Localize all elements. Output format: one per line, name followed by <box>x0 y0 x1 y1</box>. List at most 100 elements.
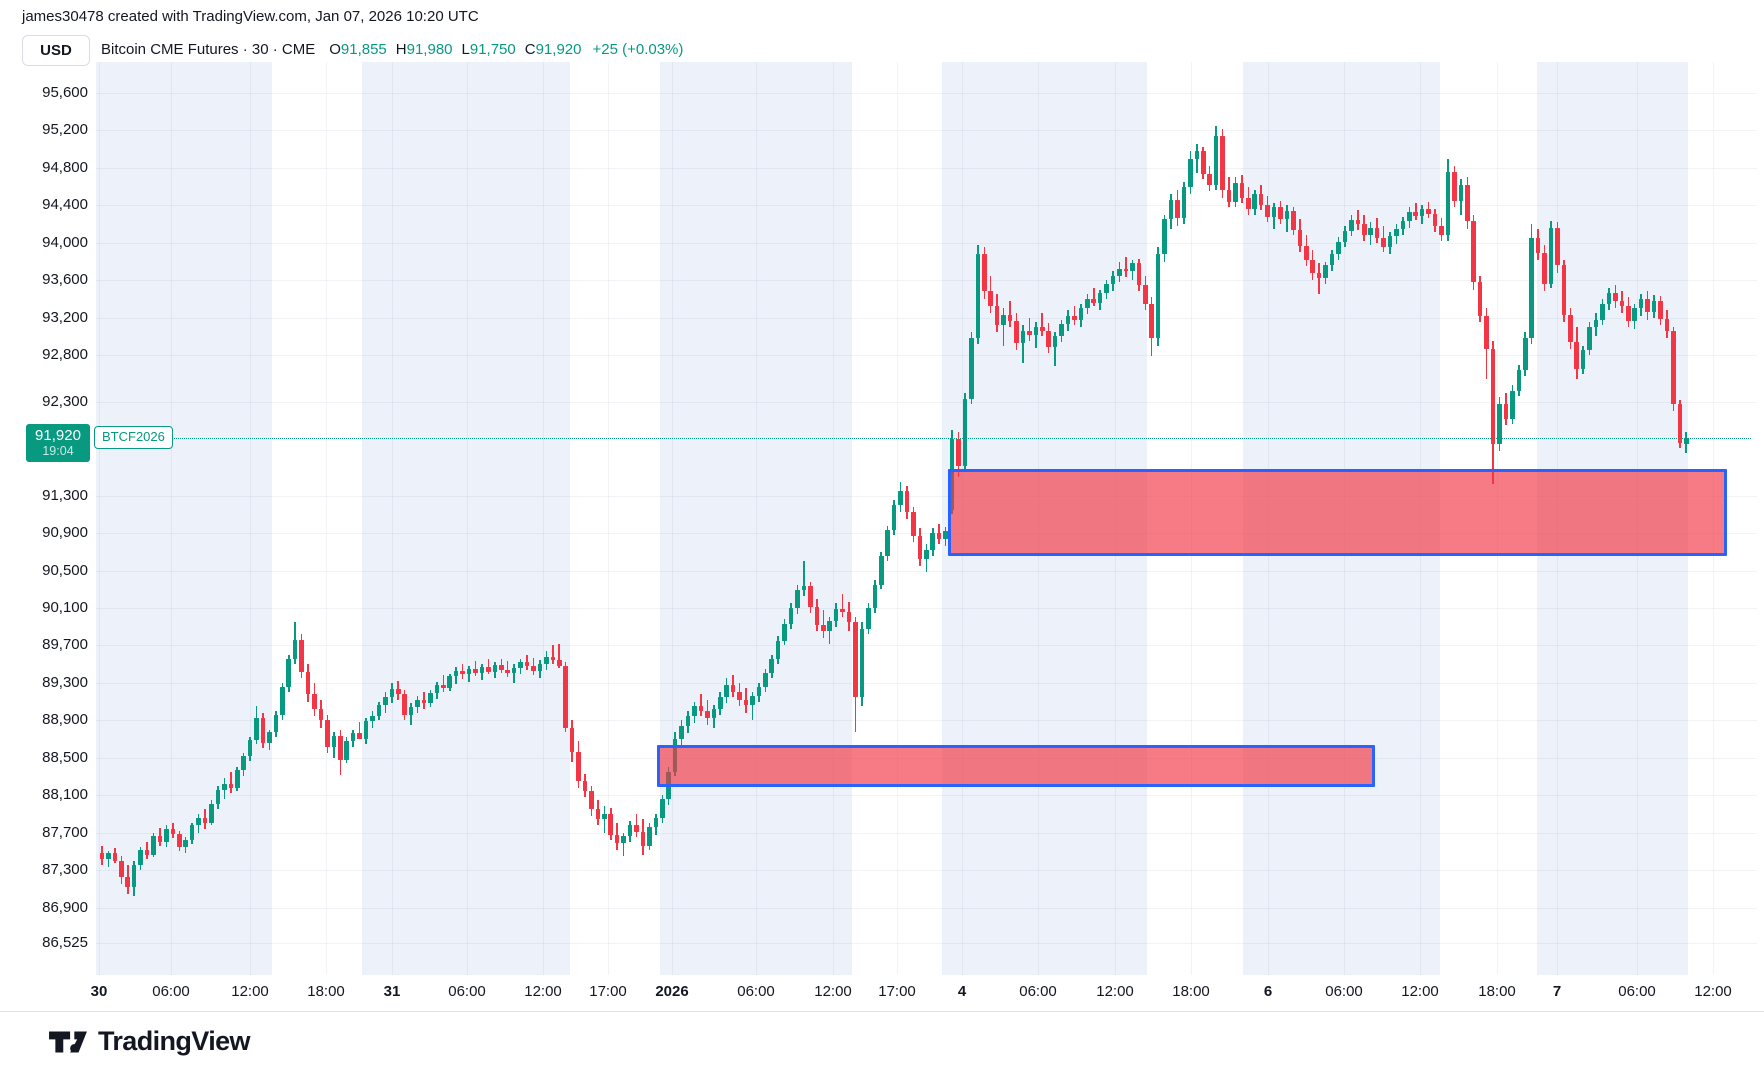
candle-body-down <box>1374 227 1380 239</box>
candle-body-up <box>602 813 607 819</box>
symbol-info-bar[interactable]: Bitcoin CME Futures · 30 · CME O91,855 H… <box>101 35 683 64</box>
candle-body-up <box>1213 136 1219 185</box>
candle-body-up <box>151 836 156 856</box>
candle-body-up <box>222 783 227 790</box>
horizontal-gridline <box>96 533 1757 535</box>
candle-body-down <box>1136 263 1142 285</box>
candle-body-down <box>705 710 710 719</box>
time-axis-label: 18:00 <box>307 983 345 1000</box>
candle-body-down <box>1464 184 1470 222</box>
candle-body-down <box>1413 211 1419 216</box>
currency-button[interactable]: USD <box>22 35 90 66</box>
candle-body-up <box>447 676 453 688</box>
time-axis-label: 12:00 <box>524 983 562 1000</box>
candle-body-up <box>1336 241 1341 255</box>
candle-body-down <box>1303 245 1309 260</box>
candle-body-up <box>1497 403 1502 445</box>
candle-body-up <box>1194 151 1200 159</box>
candle-body-up <box>1400 221 1406 229</box>
candle-body-down <box>1149 303 1154 339</box>
candle-body-up <box>685 715 691 726</box>
candle-body-down <box>1658 300 1663 319</box>
time-axis-label: 18:00 <box>1478 983 1516 1000</box>
supply-zone-lower[interactable] <box>657 744 1375 787</box>
horizontal-gridline <box>96 401 1757 403</box>
candle-body-up <box>878 556 884 585</box>
horizontal-gridline <box>96 355 1757 357</box>
time-axis-label: 18:00 <box>1172 983 1210 1000</box>
candle-body-down <box>1619 300 1625 307</box>
horizontal-gridline <box>96 607 1757 609</box>
candle-body-down <box>1613 293 1618 301</box>
candle-body-down <box>730 684 736 693</box>
candle-body-up <box>183 840 188 847</box>
price-axis-label: 89,700 <box>42 636 88 654</box>
candle-body-up <box>1104 284 1109 294</box>
candle-body-down <box>1246 197 1251 210</box>
candle-body-down <box>473 668 478 674</box>
price-axis-label: 92,800 <box>42 346 88 364</box>
candle-body-up <box>234 769 240 788</box>
supply-zone-upper[interactable] <box>948 469 1727 556</box>
price-axis-label: 92,300 <box>42 392 88 410</box>
candle-wick-down <box>1357 210 1359 230</box>
time-axis-label: 12:00 <box>1096 983 1134 1000</box>
tradingview-logo[interactable]: TradingView <box>48 1026 251 1057</box>
time-axis-label: 12:00 <box>1694 983 1732 1000</box>
candle-body-up <box>1606 293 1612 304</box>
candle-body-down <box>1471 221 1476 283</box>
candle-body-down <box>144 849 150 856</box>
price-axis-label: 95,200 <box>42 121 88 139</box>
ohlc-high: H91,980 <box>395 41 453 58</box>
candle-body-down <box>1142 284 1148 304</box>
tradingview-logo-text: TradingView <box>98 1026 251 1056</box>
time-axis-label: 2026 <box>655 983 689 1000</box>
chart-canvas[interactable] <box>96 62 1757 975</box>
candle-body-up <box>428 693 433 704</box>
candle-body-up <box>1117 269 1122 276</box>
price-axis-label: 95,600 <box>42 84 88 101</box>
vertical-gridline <box>672 62 673 975</box>
candle-body-up <box>1233 182 1238 202</box>
candle-body-up <box>189 825 195 841</box>
vertical-gridline <box>608 62 609 975</box>
candle-body-up <box>1181 186 1187 219</box>
candle-body-up <box>1065 315 1071 325</box>
candle-body-up <box>930 533 936 550</box>
candle-body-down <box>1072 315 1077 320</box>
candle-body-up <box>466 668 472 675</box>
candle-body-down <box>1123 269 1129 271</box>
candle-body-down <box>911 512 916 536</box>
candle-body-down <box>917 535 923 560</box>
candle-body-down <box>904 490 910 513</box>
candle-body-up <box>1162 219 1167 255</box>
attribution-text: james30478 created with TradingView.com,… <box>22 8 479 25</box>
vertical-gridline <box>326 62 327 975</box>
candle-body-up <box>659 798 665 818</box>
candle-body-up <box>344 740 349 760</box>
candle-body-up <box>138 849 143 866</box>
price-axis-label: 87,700 <box>42 823 88 841</box>
candle-body-down <box>157 836 163 843</box>
candle-body-up <box>1529 238 1534 339</box>
candle-body-down <box>1439 225 1444 236</box>
time-axis[interactable]: 30 06:00 12:00 18:00 31 06:00 12:00 17:00 2026 06… <box>91 975 1757 1008</box>
candle-body-up <box>479 666 485 674</box>
candle-body-up <box>827 621 832 632</box>
time-axis-label: 12:00 <box>231 983 269 1000</box>
candle-body-down <box>994 306 1000 326</box>
candle-wick-down <box>1125 256 1127 277</box>
candle-body-down <box>299 639 304 672</box>
candle-body-down <box>956 439 961 466</box>
candle-body-down <box>1677 403 1683 444</box>
candle-body-down <box>1625 306 1631 321</box>
candle-body-down <box>1361 224 1367 236</box>
vertical-gridline <box>833 62 834 975</box>
candle-body-down <box>814 607 820 625</box>
price-axis[interactable]: 95,600 95,200 94,800 94,400 94,000 93,600 93,2… <box>0 62 92 975</box>
candle-body-up <box>370 715 375 722</box>
candle-body-down <box>1291 210 1296 230</box>
candle-body-down <box>608 813 614 835</box>
candle-body-down <box>357 733 362 740</box>
candle-body-down <box>119 860 124 877</box>
